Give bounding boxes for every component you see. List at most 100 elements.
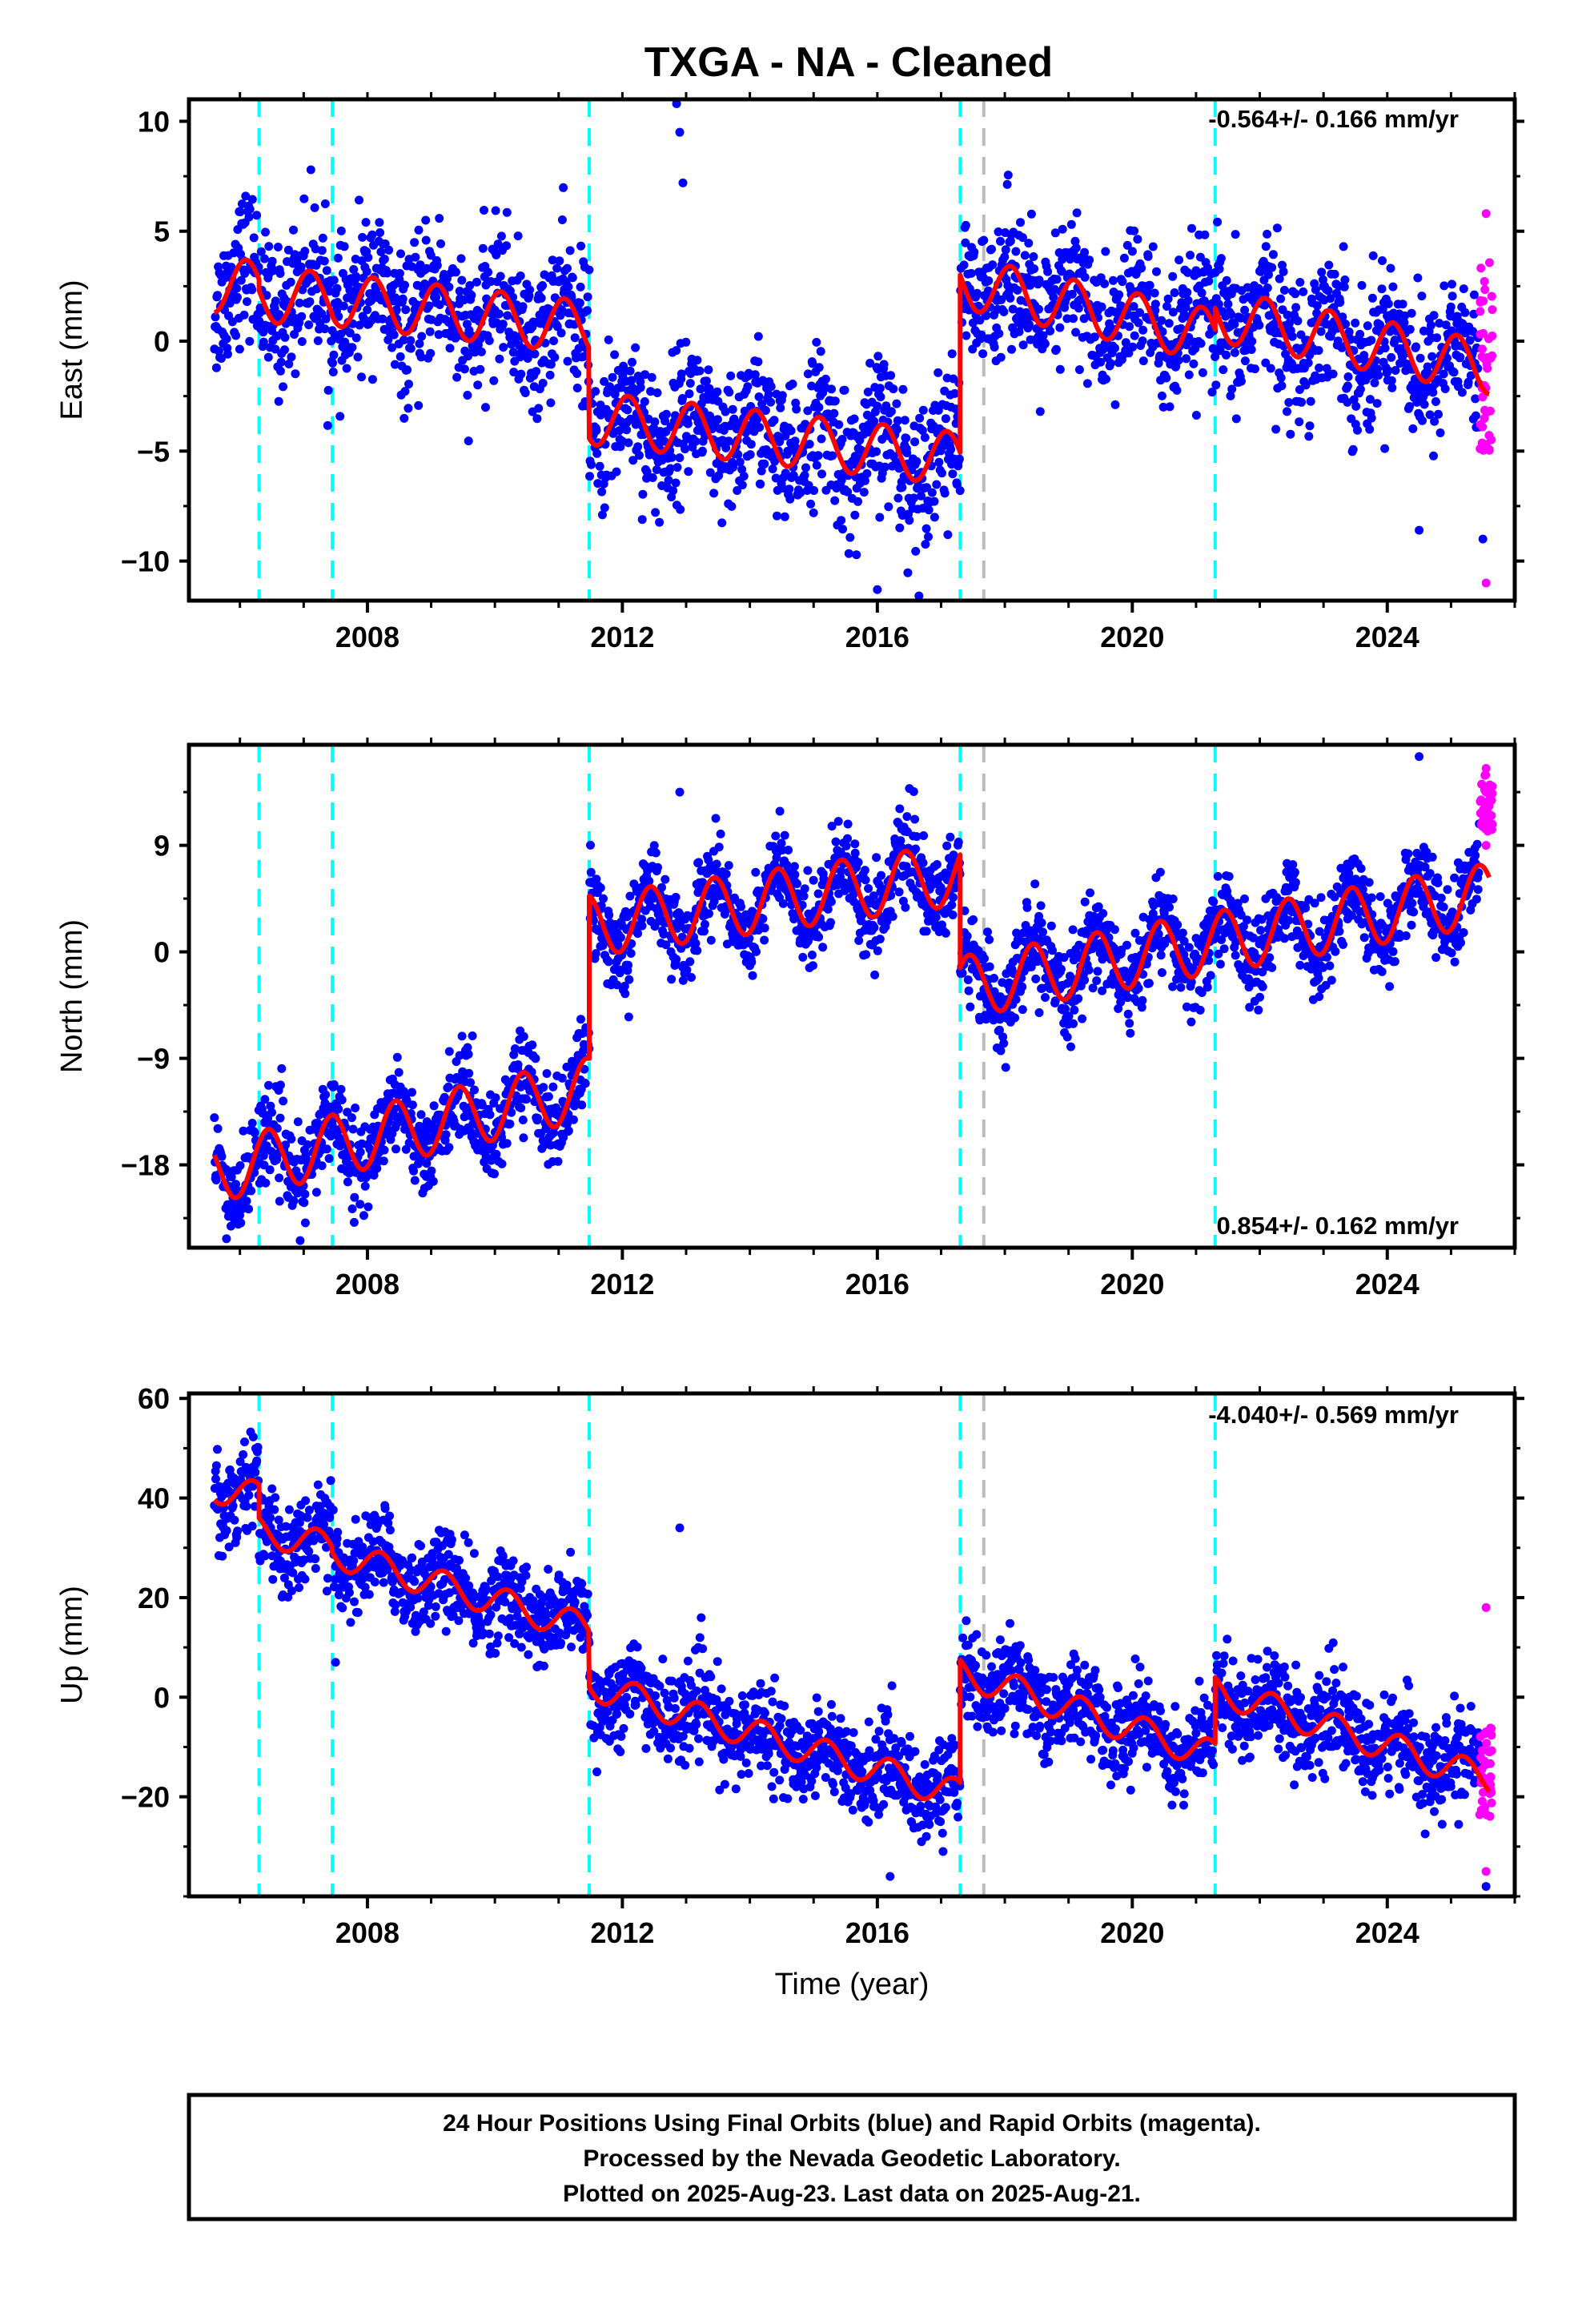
- east-final-point: [1343, 381, 1352, 391]
- north-final-point: [1258, 982, 1267, 991]
- north-final-point: [513, 1060, 523, 1069]
- north-final-point: [466, 1078, 475, 1088]
- east-final-point: [435, 300, 444, 309]
- north-final-point: [329, 1080, 339, 1089]
- east-final-point: [1383, 299, 1393, 308]
- east-final-point: [893, 416, 902, 425]
- east-final-point: [335, 412, 345, 421]
- north-final-point: [985, 935, 994, 944]
- east-final-point: [809, 486, 819, 495]
- east-final-point: [532, 367, 541, 376]
- east-final-point: [695, 366, 705, 376]
- east-final-point: [901, 433, 911, 443]
- east-final-point: [1138, 336, 1147, 346]
- east-final-point: [583, 292, 592, 302]
- east-final-point: [1344, 328, 1354, 336]
- east-final-point: [1380, 444, 1390, 453]
- east-final-point: [259, 254, 269, 263]
- east-final-point: [383, 268, 392, 278]
- east-final-point: [1261, 242, 1271, 251]
- north-final-point: [1203, 983, 1212, 992]
- east-final-point: [1150, 288, 1159, 298]
- east-final-point: [516, 369, 526, 379]
- east-final-point: [536, 293, 546, 303]
- east-final-point: [1200, 230, 1210, 239]
- east-final-point: [213, 291, 223, 300]
- east-final-point: [691, 436, 701, 446]
- north-final-point: [427, 1166, 436, 1176]
- east-final-point: [513, 231, 523, 241]
- north-final-point: [440, 1092, 449, 1102]
- east-rapid-orbit-points: [1476, 209, 1497, 588]
- north-final-point: [1062, 1032, 1072, 1042]
- east-final-point: [313, 336, 323, 345]
- east-final-point: [1304, 432, 1314, 441]
- east-final-point: [362, 267, 371, 276]
- east-final-point: [1272, 223, 1282, 233]
- east-final-point: [1018, 340, 1028, 350]
- north-final-point: [239, 1126, 248, 1136]
- east-final-point: [902, 448, 912, 457]
- east-final-point: [897, 483, 907, 493]
- east-final-point: [1050, 228, 1060, 238]
- east-final-point: [1339, 242, 1348, 251]
- east-final-point: [875, 513, 885, 522]
- east-final-point: [396, 352, 405, 361]
- north-final-point: [553, 1156, 563, 1166]
- east-final-point: [252, 211, 262, 220]
- east-final-point: [1367, 336, 1376, 345]
- north-final-point: [911, 844, 921, 854]
- east-final-point: [1231, 230, 1240, 239]
- east-final-point: [425, 327, 435, 336]
- east-final-point: [1222, 350, 1231, 360]
- north-final-point: [807, 951, 817, 959]
- north-final-point: [616, 965, 625, 975]
- east-final-point: [1283, 407, 1291, 416]
- east-final-point: [1399, 318, 1409, 328]
- east-final-point: [636, 383, 645, 392]
- north-final-point: [210, 1113, 219, 1123]
- east-final-point: [389, 330, 399, 340]
- east-final-point: [1070, 236, 1080, 246]
- east-final-point: [378, 314, 387, 324]
- north-final-point: [250, 1128, 259, 1137]
- east-final-point: [436, 239, 445, 248]
- north-final-point: [1144, 979, 1154, 988]
- north-final-point: [661, 875, 670, 884]
- east-final-point: [1211, 380, 1221, 390]
- north-final-point: [242, 1196, 251, 1206]
- north-final-point: [895, 804, 905, 814]
- east-final-point: [391, 305, 401, 315]
- east-final-point: [493, 239, 503, 249]
- east-xtick-label: 2024: [1355, 621, 1419, 653]
- north-final-point: [789, 862, 799, 871]
- east-final-point: [329, 275, 339, 285]
- east-final-point: [1049, 292, 1058, 302]
- east-final-point: [245, 204, 255, 214]
- north-final-point: [818, 943, 828, 952]
- east-ytick-label: −5: [137, 435, 170, 468]
- east-final-point: [862, 468, 872, 478]
- east-final-point: [990, 343, 999, 352]
- east-final-point: [318, 233, 327, 243]
- east-final-point: [889, 384, 898, 394]
- east-final-point: [1343, 372, 1353, 381]
- east-final-point: [796, 488, 805, 497]
- north-final-point: [261, 1178, 271, 1188]
- east-final-point: [1226, 391, 1235, 400]
- east-final-point: [484, 267, 493, 277]
- east-final-point: [1357, 280, 1367, 290]
- north-final-point: [672, 955, 681, 964]
- east-final-point: [918, 405, 928, 415]
- east-final-point: [1128, 342, 1138, 352]
- east-final-point: [938, 468, 946, 478]
- east-final-point: [739, 472, 749, 481]
- north-final-point: [1165, 903, 1174, 912]
- east-final-point: [1148, 242, 1158, 251]
- north-final-point: [596, 883, 605, 893]
- north-final-point: [379, 1145, 389, 1155]
- north-final-point: [833, 817, 843, 826]
- east-final-point: [1054, 248, 1064, 257]
- north-final-point: [275, 1196, 284, 1206]
- east-final-point: [1283, 310, 1292, 320]
